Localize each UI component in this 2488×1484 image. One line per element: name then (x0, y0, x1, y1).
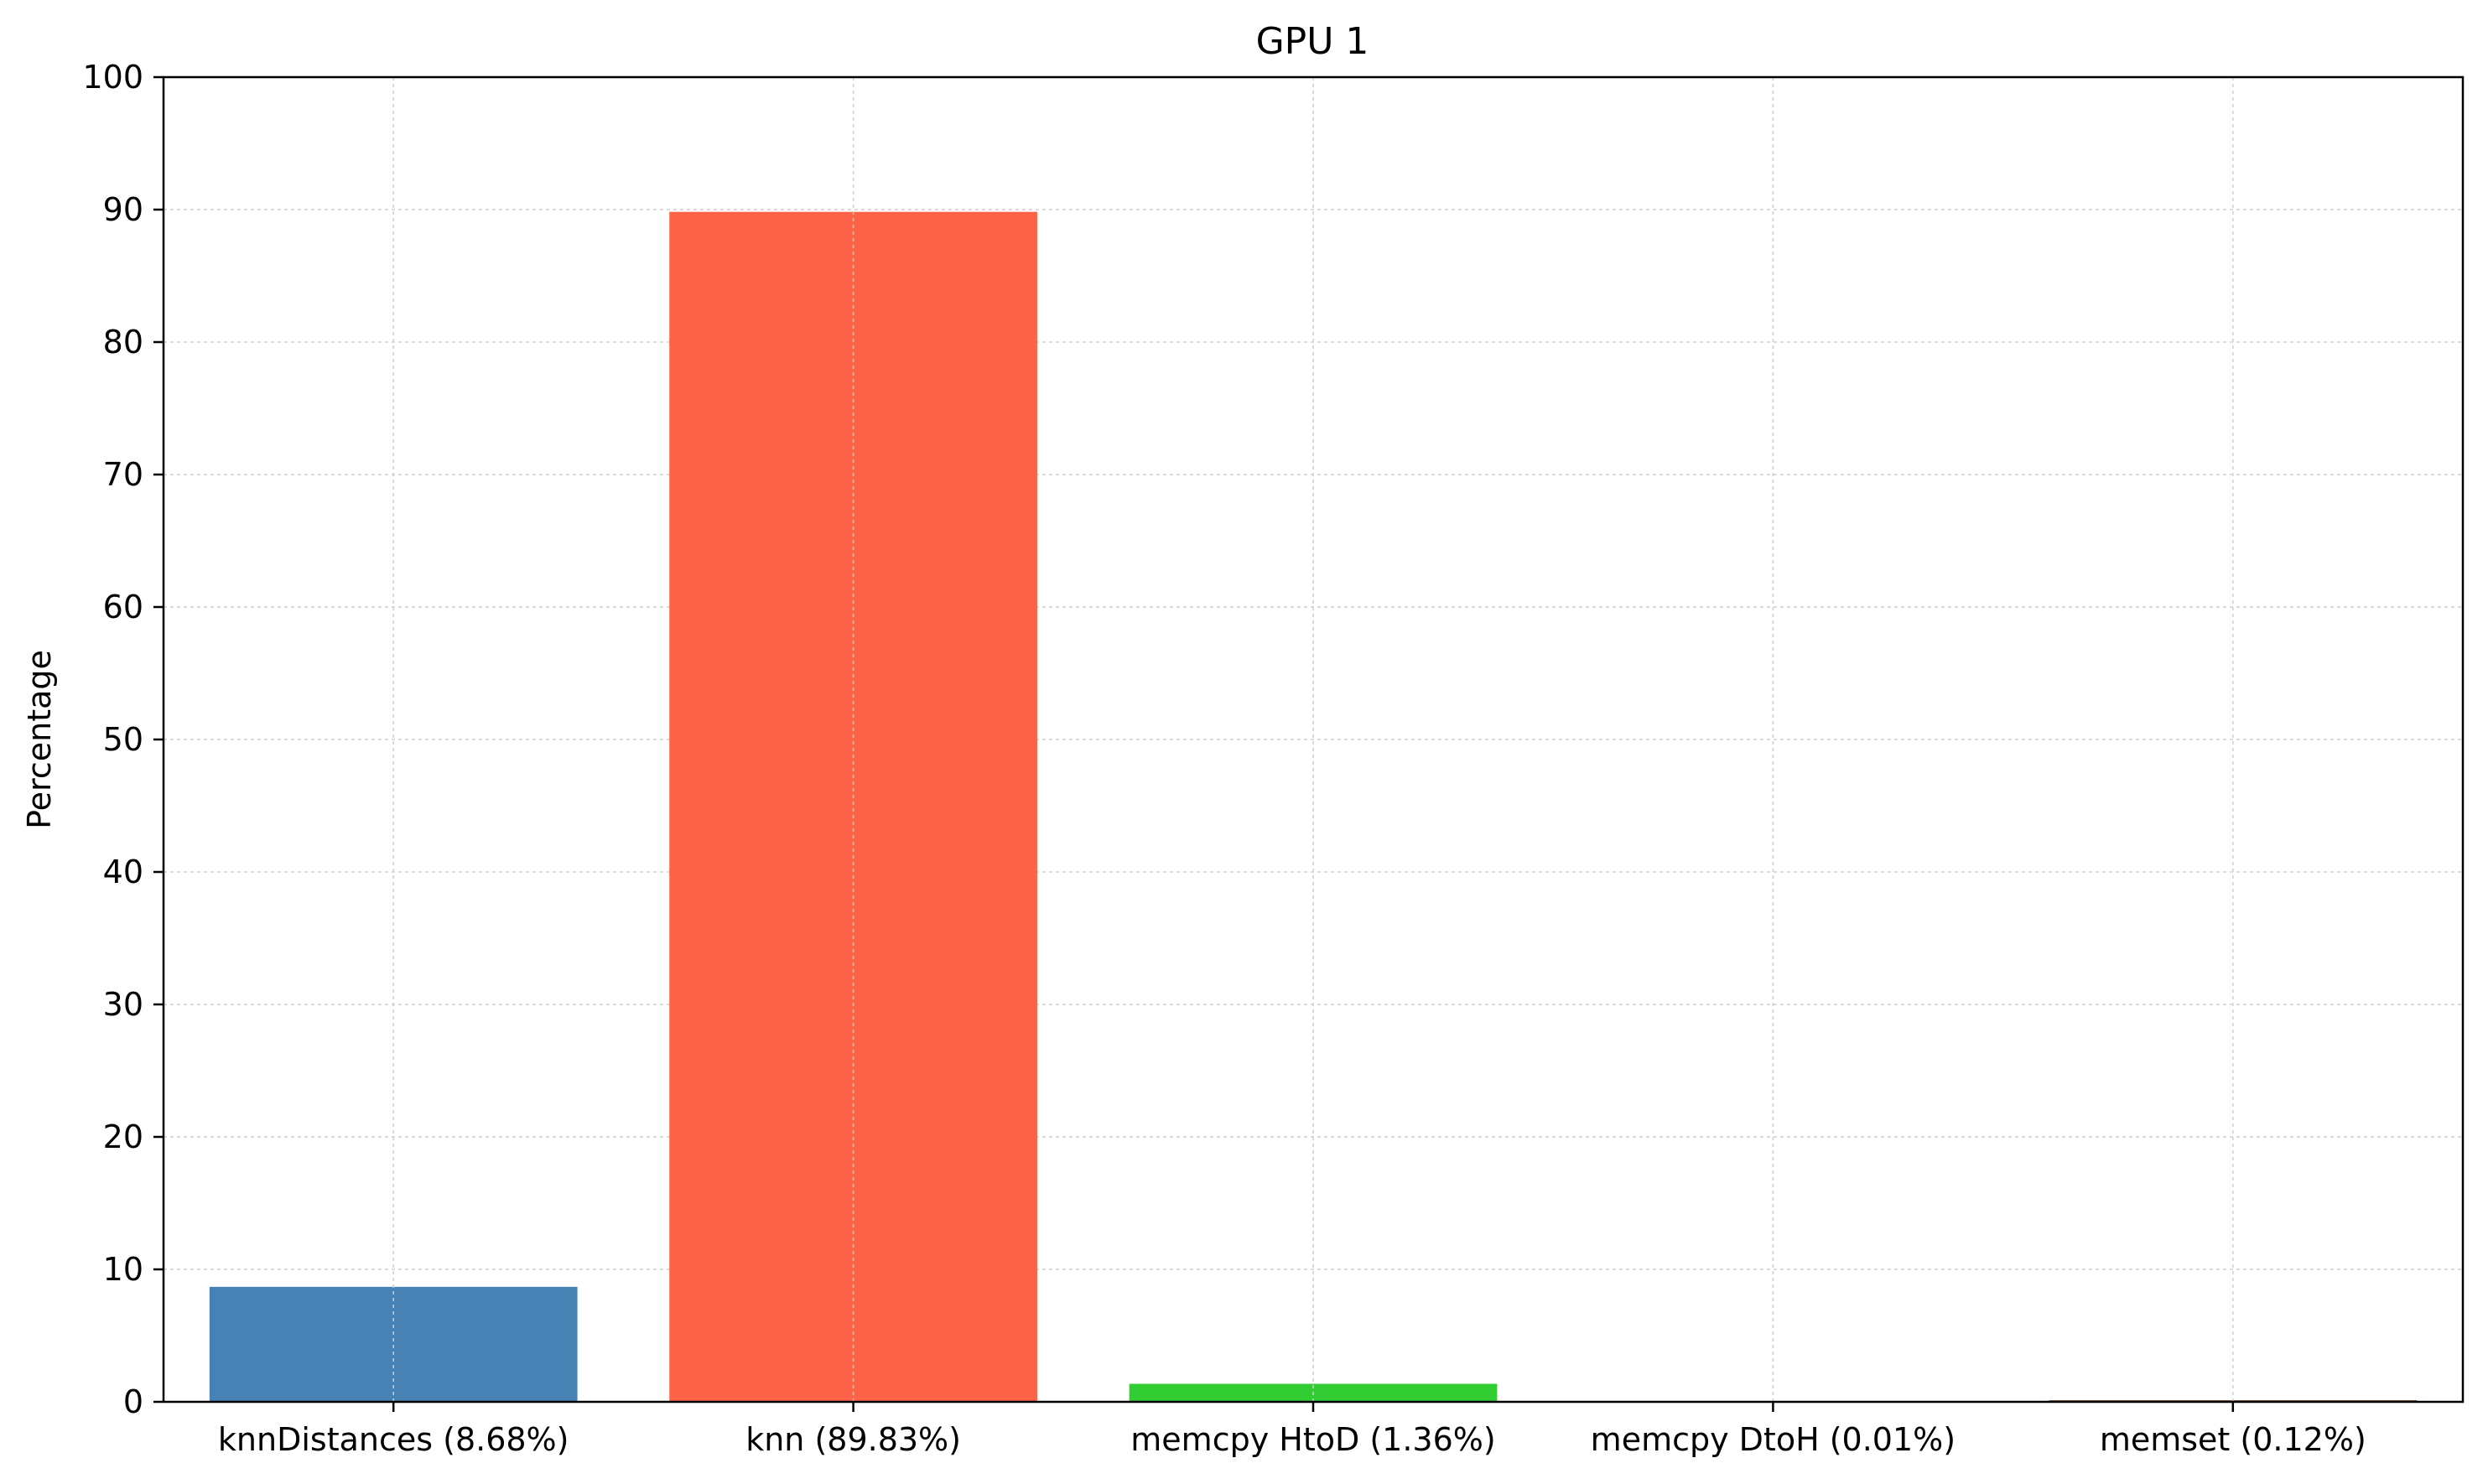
x-tick-label: knn (89.83%) (745, 1421, 961, 1458)
y-axis-ticks: 0 10 20 30 40 50 60 70 80 90 100 (82, 59, 164, 1420)
y-tick-label: 60 (103, 589, 143, 625)
x-tick-label: memcpy DtoH (0.01%) (1591, 1421, 1956, 1458)
y-tick-label: 40 (103, 854, 143, 890)
x-tick-label: knnDistances (8.68%) (218, 1421, 569, 1458)
x-tick-label: memcpy HtoD (1.36%) (1130, 1421, 1495, 1458)
y-tick-label: 100 (82, 59, 143, 96)
y-tick-label: 70 (103, 456, 143, 493)
bar (669, 211, 1037, 1402)
bar (209, 1286, 578, 1402)
y-axis-label: Percentage (21, 650, 58, 829)
y-tick-label: 30 (103, 986, 143, 1023)
bars (209, 211, 2418, 1403)
y-tick-label: 10 (103, 1251, 143, 1288)
chart-title: GPU 1 (1256, 20, 1369, 63)
y-tick-label: 50 (103, 721, 143, 758)
y-tick-label: 90 (103, 191, 143, 228)
y-tick-label: 20 (103, 1118, 143, 1155)
x-tick-label: memset (0.12%) (2100, 1421, 2366, 1458)
y-tick-label: 0 (123, 1383, 143, 1420)
y-tick-label: 80 (103, 324, 143, 361)
x-axis-ticks: knnDistances (8.68%) knn (89.83%) memcpy H… (218, 1402, 2366, 1458)
